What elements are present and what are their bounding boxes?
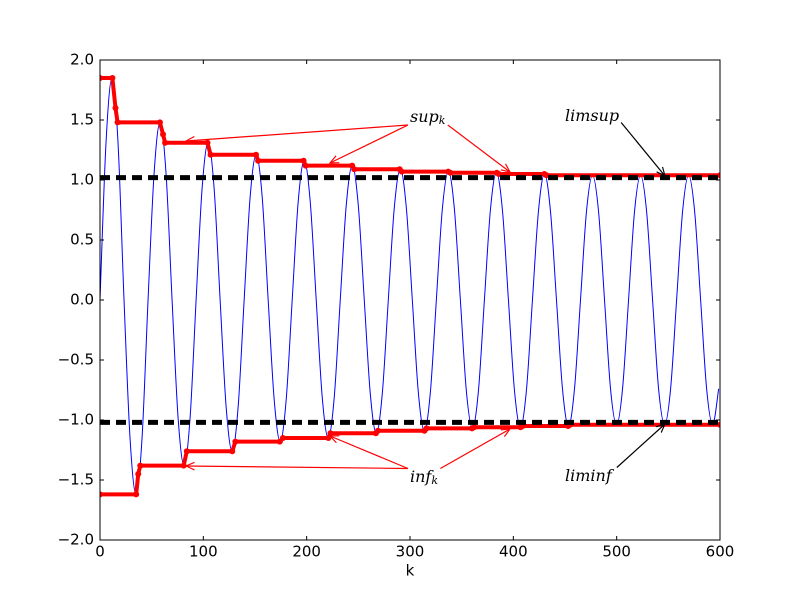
series-marker [204,139,211,146]
annotation-arrow [447,124,510,172]
x-tick-label: 0 [95,543,105,561]
y-tick-label: −1.0 [58,411,94,429]
series-marker [255,157,262,164]
series-marker [100,75,103,81]
x-tick-label: 300 [396,543,425,561]
series-marker [300,157,307,164]
series-marker [398,168,405,175]
annotation-text: inf [410,467,434,486]
series-marker [135,471,142,477]
plot-area [100,75,720,498]
y-tick-label: −0.5 [58,351,94,369]
series-marker [112,105,119,111]
y-tick-label: 2.0 [70,51,94,69]
series-marker [543,172,550,179]
annotation: liminf [565,466,615,485]
annotation-arrow [440,429,510,470]
annotation-text: limsup [565,106,619,125]
annotation: supk [410,107,446,128]
annotation-subscript: k [431,474,438,487]
annotation-arrow [186,124,409,141]
x-tick-label: 400 [499,543,528,561]
annotation-arrow [330,124,409,163]
series-marker [156,119,163,126]
y-tick-label: 0.5 [70,231,94,249]
series-marker [100,491,103,498]
series-marker [133,491,140,498]
series-marker [114,119,121,126]
series-marker [423,425,430,432]
series-marker [279,435,286,441]
series-marker [374,427,381,434]
annotation-text: liminf [565,466,615,485]
x-tick-label: 500 [602,543,631,561]
series-marker [232,438,239,445]
series-marker [471,424,478,431]
series-marker [137,462,144,469]
series-marker [207,151,214,158]
annotation-arrow [330,436,409,470]
annotation-text: sup [410,107,439,126]
x-tick-label: 600 [706,543,735,561]
series-marker [162,139,169,146]
annotation-subscript: k [439,114,446,127]
annotation-arrow [616,424,665,468]
series-marker [160,131,167,138]
series-marker [302,162,309,169]
series-line [100,77,720,495]
annotation: limsup [565,106,619,125]
annotation-arrow [620,122,665,177]
x-tick-label: 100 [189,543,218,561]
annotation-arrow [186,466,409,469]
series-marker [109,75,116,81]
y-tick-label: −2.0 [58,531,94,549]
y-tick-label: 1.0 [70,171,94,189]
series-marker [253,151,260,158]
series-marker [447,169,454,176]
x-axis-label: k [406,562,415,580]
annotation: infk [410,467,438,488]
x-tick-label: 200 [292,543,321,561]
y-tick-label: 0.0 [70,291,94,309]
y-tick-label: −1.5 [58,471,94,489]
series-marker [180,462,187,469]
series-marker [229,448,236,455]
series-marker [327,430,334,437]
series-marker [183,448,190,455]
y-tick-label: 1.5 [70,111,94,129]
series-marker [351,166,358,173]
